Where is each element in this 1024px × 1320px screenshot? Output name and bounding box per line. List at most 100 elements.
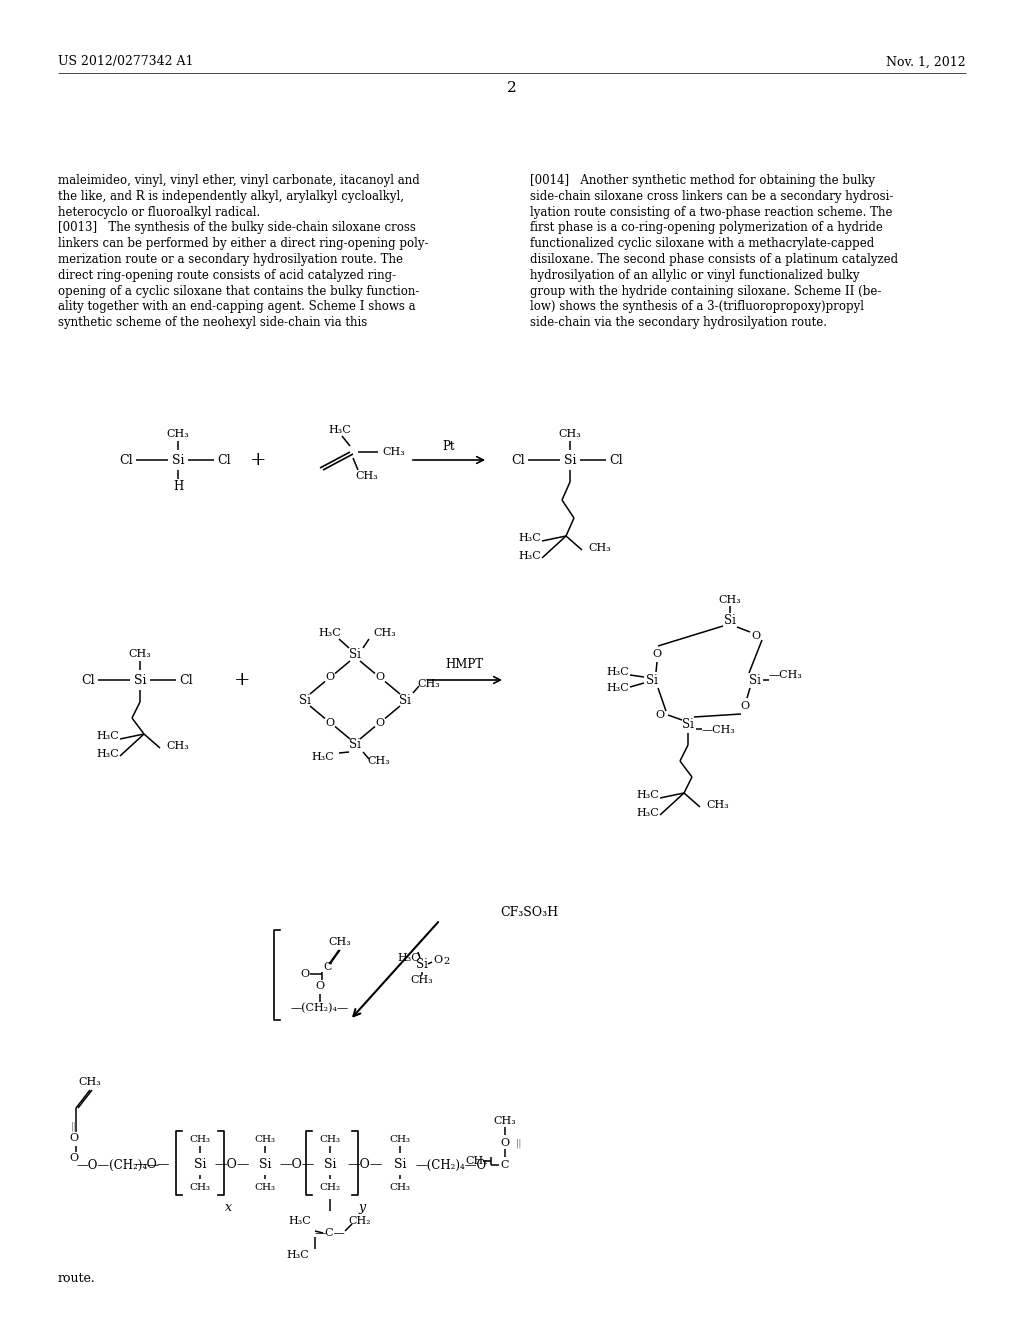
Text: —O—: —O— — [280, 1159, 314, 1172]
Text: CH₃: CH₃ — [559, 429, 582, 440]
Text: synthetic scheme of the neohexyl side-chain via this: synthetic scheme of the neohexyl side-ch… — [58, 317, 368, 329]
Text: CH₃: CH₃ — [411, 975, 433, 985]
Text: Si: Si — [399, 693, 411, 706]
Text: the like, and R is independently alkyl, arylalkyl cycloalkyl,: the like, and R is independently alkyl, … — [58, 190, 404, 203]
Text: y: y — [358, 1201, 366, 1214]
Text: C: C — [324, 962, 332, 972]
Text: ality together with an end-capping agent. Scheme I shows a: ality together with an end-capping agent… — [58, 301, 416, 313]
Text: merization route or a secondary hydrosilyation route. The: merization route or a secondary hydrosil… — [58, 253, 403, 267]
Text: H₃C: H₃C — [637, 808, 659, 818]
Text: H₃C: H₃C — [328, 425, 351, 436]
Text: CH₃: CH₃ — [79, 1077, 101, 1086]
Text: CH₂: CH₂ — [349, 1216, 372, 1226]
Text: Cl: Cl — [179, 673, 193, 686]
Text: CH₃: CH₃ — [329, 937, 351, 946]
Text: CF₃SO₃H: CF₃SO₃H — [500, 906, 558, 919]
Text: opening of a cyclic siloxane that contains the bulky function-: opening of a cyclic siloxane that contai… — [58, 285, 420, 297]
Text: O: O — [300, 969, 309, 979]
Text: Si: Si — [259, 1159, 271, 1172]
Text: O: O — [326, 672, 335, 682]
Text: O: O — [433, 954, 442, 965]
Text: lyation route consisting of a two-phase reaction scheme. The: lyation route consisting of a two-phase … — [530, 206, 893, 219]
Text: —O—: —O— — [134, 1159, 170, 1172]
Text: CH₂: CH₂ — [319, 1183, 341, 1192]
Text: x: x — [224, 1201, 231, 1214]
Text: Pt: Pt — [442, 440, 456, 453]
Text: Cl: Cl — [81, 673, 95, 686]
Text: O: O — [376, 672, 385, 682]
Text: CH₃: CH₃ — [255, 1183, 275, 1192]
Text: —CH₃: —CH₃ — [702, 725, 736, 735]
Text: CH₃: CH₃ — [373, 628, 395, 638]
Text: route.: route. — [58, 1272, 96, 1284]
Text: side-chain siloxane cross linkers can be a secondary hydrosi-: side-chain siloxane cross linkers can be… — [530, 190, 893, 203]
Text: maleimideo, vinyl, vinyl ether, vinyl carbonate, itacanoyl and: maleimideo, vinyl, vinyl ether, vinyl ca… — [58, 174, 420, 187]
Text: Si: Si — [750, 673, 761, 686]
Text: CH₃: CH₃ — [189, 1183, 211, 1192]
Text: H₃C: H₃C — [311, 752, 335, 762]
Text: CH₂: CH₂ — [466, 1156, 488, 1166]
Text: Si: Si — [682, 718, 694, 731]
Text: CH₃: CH₃ — [494, 1115, 516, 1126]
Text: O: O — [376, 718, 385, 727]
Text: linkers can be performed by either a direct ring-opening poly-: linkers can be performed by either a dir… — [58, 238, 428, 251]
Text: —(CH₂)₄—O: —(CH₂)₄—O — [415, 1159, 486, 1172]
Text: side-chain via the secondary hydrosilyation route.: side-chain via the secondary hydrosilyat… — [530, 317, 827, 329]
Text: O: O — [70, 1133, 79, 1143]
Text: CH₃: CH₃ — [389, 1134, 411, 1143]
Text: C: C — [501, 1160, 509, 1170]
Text: +: + — [233, 671, 250, 689]
Text: Si: Si — [646, 673, 658, 686]
Text: CH₃: CH₃ — [417, 678, 439, 689]
Text: O: O — [652, 649, 662, 659]
Text: Si: Si — [194, 1159, 206, 1172]
Text: CH₃: CH₃ — [367, 756, 390, 766]
Text: first phase is a co-ring-opening polymerization of a hydride: first phase is a co-ring-opening polymer… — [530, 222, 883, 235]
Text: H₃C: H₃C — [289, 1216, 311, 1226]
Text: O: O — [70, 1152, 79, 1163]
Text: CH₃: CH₃ — [189, 1134, 211, 1143]
Text: H₃C: H₃C — [518, 550, 542, 561]
Text: O: O — [752, 631, 761, 642]
Text: disiloxane. The second phase consists of a platinum catalyzed: disiloxane. The second phase consists of… — [530, 253, 898, 267]
Text: 2: 2 — [507, 81, 517, 95]
Text: Si: Si — [172, 454, 184, 466]
Text: CH₃: CH₃ — [129, 649, 152, 659]
Text: O: O — [655, 710, 665, 719]
Text: US 2012/0277342 A1: US 2012/0277342 A1 — [58, 55, 194, 69]
Text: —C—: —C— — [314, 1228, 345, 1238]
Text: Cl: Cl — [119, 454, 133, 466]
Text: [0013]   The synthesis of the bulky side-chain siloxane cross: [0013] The synthesis of the bulky side-c… — [58, 222, 416, 235]
Text: Si: Si — [324, 1159, 336, 1172]
Text: CH₃: CH₃ — [355, 471, 378, 480]
Text: functionalized cyclic siloxane with a methacrylate-capped: functionalized cyclic siloxane with a me… — [530, 238, 874, 251]
Text: H₃C: H₃C — [318, 628, 341, 638]
Text: —CH₃: —CH₃ — [769, 671, 803, 680]
Text: O: O — [501, 1138, 510, 1148]
Text: [0014]   Another synthetic method for obtaining the bulky: [0014] Another synthetic method for obta… — [530, 174, 874, 187]
Text: H: H — [173, 479, 183, 492]
Text: CH₃: CH₃ — [166, 741, 188, 751]
Text: O: O — [315, 981, 325, 991]
Text: Si: Si — [416, 958, 428, 972]
Text: H₃C: H₃C — [518, 533, 542, 543]
Text: +: + — [250, 451, 266, 469]
Text: O: O — [740, 701, 750, 711]
Text: H₃C: H₃C — [606, 667, 630, 677]
Text: Si: Si — [564, 454, 577, 466]
Text: heterocyclo or fluoroalkyl radical.: heterocyclo or fluoroalkyl radical. — [58, 206, 260, 219]
Text: ||: || — [516, 1138, 522, 1148]
Text: Cl: Cl — [217, 454, 230, 466]
Text: direct ring-opening route consists of acid catalyzed ring-: direct ring-opening route consists of ac… — [58, 269, 396, 281]
Text: hydrosilyation of an allylic or vinyl functionalized bulky: hydrosilyation of an allylic or vinyl fu… — [530, 269, 859, 281]
Text: low) shows the synthesis of a 3-(trifluoropropoxy)propyl: low) shows the synthesis of a 3-(trifluo… — [530, 301, 864, 313]
Text: CH₃: CH₃ — [719, 595, 741, 605]
Text: H₃C: H₃C — [397, 953, 420, 964]
Text: Cl: Cl — [609, 454, 623, 466]
Text: ||: || — [71, 1121, 77, 1131]
Text: CH₃: CH₃ — [255, 1134, 275, 1143]
Text: —O—: —O— — [347, 1159, 383, 1172]
Text: —(CH₂)₄—: —(CH₂)₄— — [291, 1003, 349, 1014]
Text: group with the hydride containing siloxane. Scheme II (be-: group with the hydride containing siloxa… — [530, 285, 882, 297]
Text: 2: 2 — [442, 957, 450, 966]
